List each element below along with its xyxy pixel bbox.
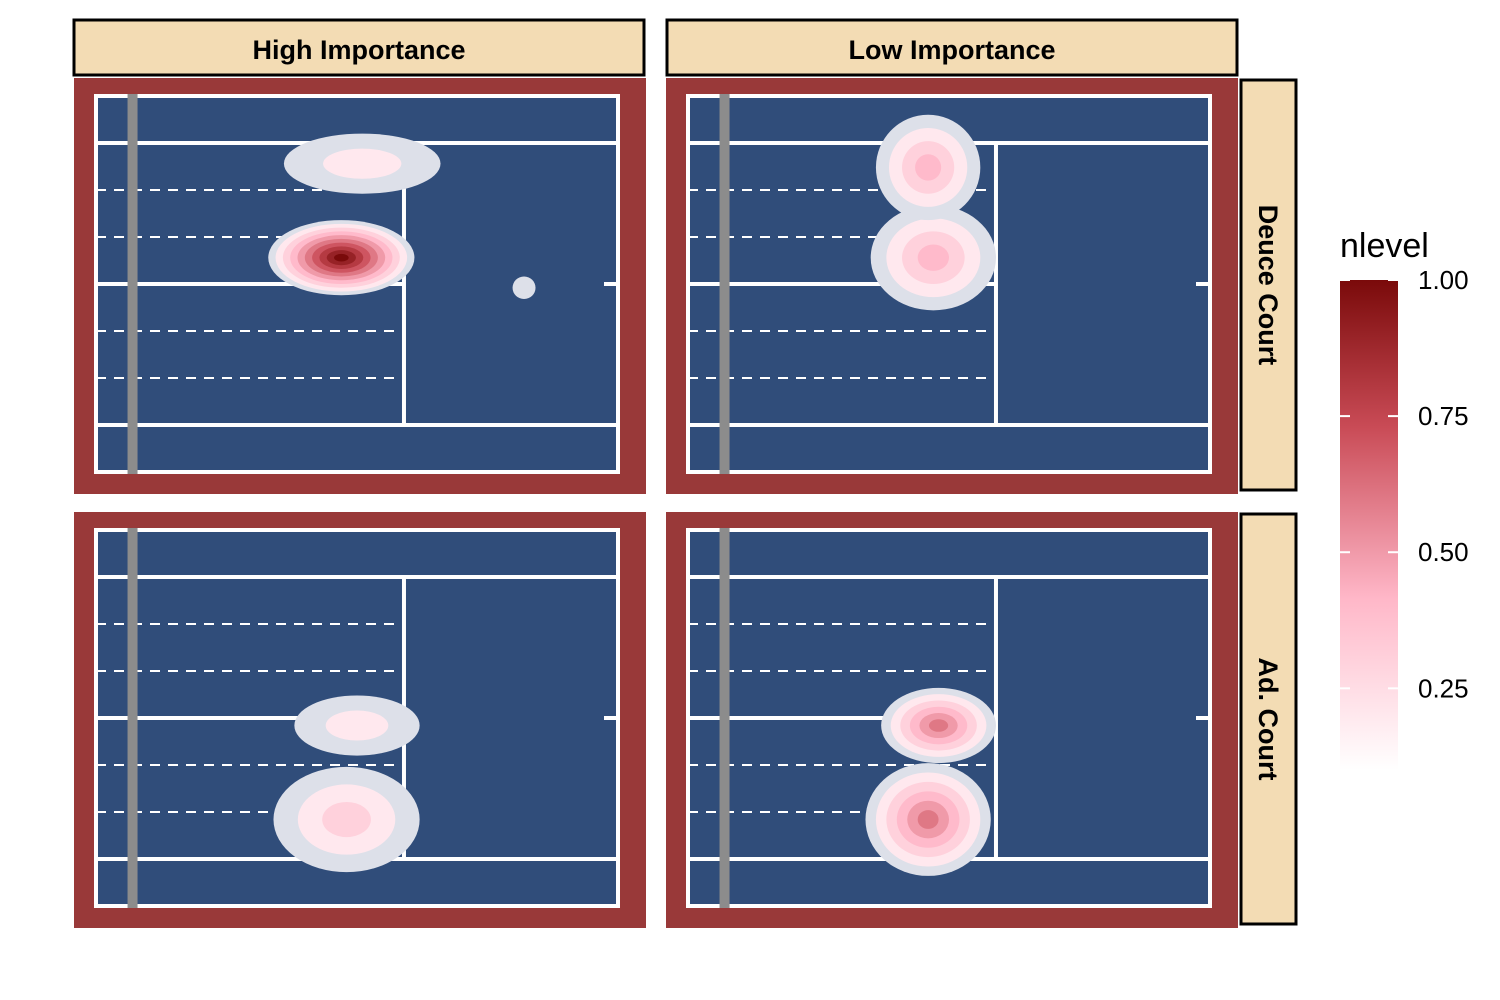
legend-colorbar [1340,280,1398,770]
panel-1 [74,78,646,494]
net [719,528,730,908]
density-cluster [865,763,991,876]
legend: nlevel 0.25 0.50 0.75 1.00 [1340,227,1469,770]
density-cluster [875,114,981,221]
panel-4 [666,512,1238,928]
density-contour [334,253,349,262]
density-contour [928,719,949,732]
legend-title: nlevel [1340,227,1429,265]
row-strip-label: Deuce Court [1253,205,1283,366]
density-cluster [273,766,420,873]
legend-tick-label: 0.25 [1418,673,1469,703]
density-cluster [512,276,536,300]
density-cluster [294,695,420,756]
legend-tick-label: 0.50 [1418,537,1469,567]
density-contour [322,801,371,838]
row-strip-label: Ad. Court [1253,658,1283,781]
net [127,94,138,474]
net [719,94,730,474]
legend-tick-label: 1.00 [1418,265,1469,295]
density-contour [512,276,536,300]
panel-2 [666,78,1238,494]
net [127,528,138,908]
column-strip-label: High Importance [252,35,465,65]
density-cluster [283,133,441,194]
density-contour [917,810,939,829]
column-strip-low-importance: Low Importance [665,18,1239,77]
density-cluster [870,205,996,311]
column-strip-label: Low Importance [848,35,1055,65]
panels [74,78,1238,928]
density-cluster [881,687,996,764]
column-strip-high-importance: High Importance [72,18,646,77]
panel-3 [74,512,646,928]
density-contour [325,710,389,741]
legend-ticks: 0.25 0.50 0.75 1.00 [1340,265,1469,703]
density-cluster [268,220,415,296]
legend-tick-label: 0.75 [1418,401,1469,431]
density-contour [915,154,942,181]
row-strip-deuce-court: Deuce Court [1239,78,1298,492]
density-contour [323,148,402,179]
row-strip-ad-court: Ad. Court [1239,512,1298,926]
density-contour [917,244,950,271]
